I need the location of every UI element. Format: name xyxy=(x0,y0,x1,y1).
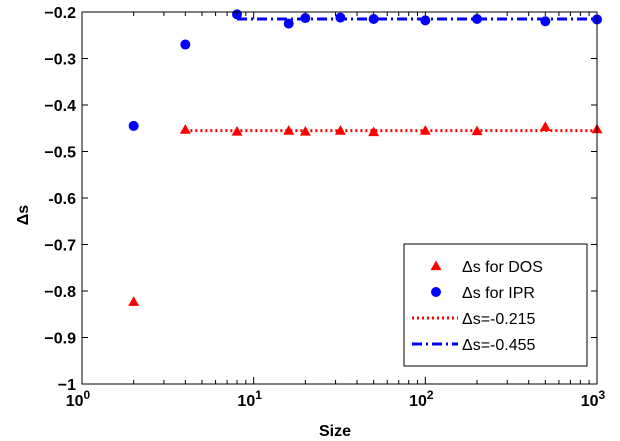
legend-label: Δs for DOS xyxy=(462,259,543,276)
legend-marker xyxy=(431,287,441,297)
data-point xyxy=(471,125,483,136)
y-tick-label: −1 xyxy=(58,377,76,394)
x-tick-label: 103 xyxy=(581,388,606,410)
y-tick-label: −0.2 xyxy=(44,5,76,22)
y-tick-label: −0.9 xyxy=(44,331,76,348)
y-axis-title: Δs xyxy=(15,205,32,226)
x-tick-label: 102 xyxy=(409,388,434,410)
data-point xyxy=(540,16,551,27)
legend-label: Δs=-0.455 xyxy=(462,337,536,354)
x-tick-label: 100 xyxy=(66,388,91,410)
legend-marker xyxy=(430,260,442,271)
data-point xyxy=(180,39,191,50)
data-point xyxy=(368,13,379,24)
data-point xyxy=(283,125,295,135)
data-point xyxy=(299,126,311,136)
data-point xyxy=(231,126,243,136)
data-point xyxy=(419,125,431,135)
data-point xyxy=(128,296,140,306)
y-tick-label: −0.4 xyxy=(44,98,76,115)
data-point xyxy=(539,121,551,131)
legend-label: Δs for IPR xyxy=(462,285,535,302)
data-point xyxy=(420,15,431,26)
y-tick-label: -0.6 xyxy=(48,191,76,208)
data-point xyxy=(335,12,346,23)
data-point xyxy=(179,124,191,134)
y-tick-label: −0.7 xyxy=(44,238,76,255)
data-point xyxy=(128,120,139,131)
legend-label: Δs=-0.215 xyxy=(462,311,536,328)
x-tick-label: 101 xyxy=(237,388,262,410)
data-point xyxy=(300,13,311,24)
data-point xyxy=(334,125,346,135)
data-point xyxy=(472,13,483,24)
y-tick-label: −0.8 xyxy=(44,284,76,301)
legend: Δs for DOS Δs for IPR Δs=-0.215 Δs=-0.455 xyxy=(403,243,588,367)
x-axis-title: Size xyxy=(319,423,351,440)
y-tick-label: −0.3 xyxy=(44,52,76,69)
data-point xyxy=(368,126,380,137)
data-point xyxy=(283,18,294,29)
plot-marks xyxy=(128,9,603,306)
y-tick-label: −0.5 xyxy=(44,145,76,162)
